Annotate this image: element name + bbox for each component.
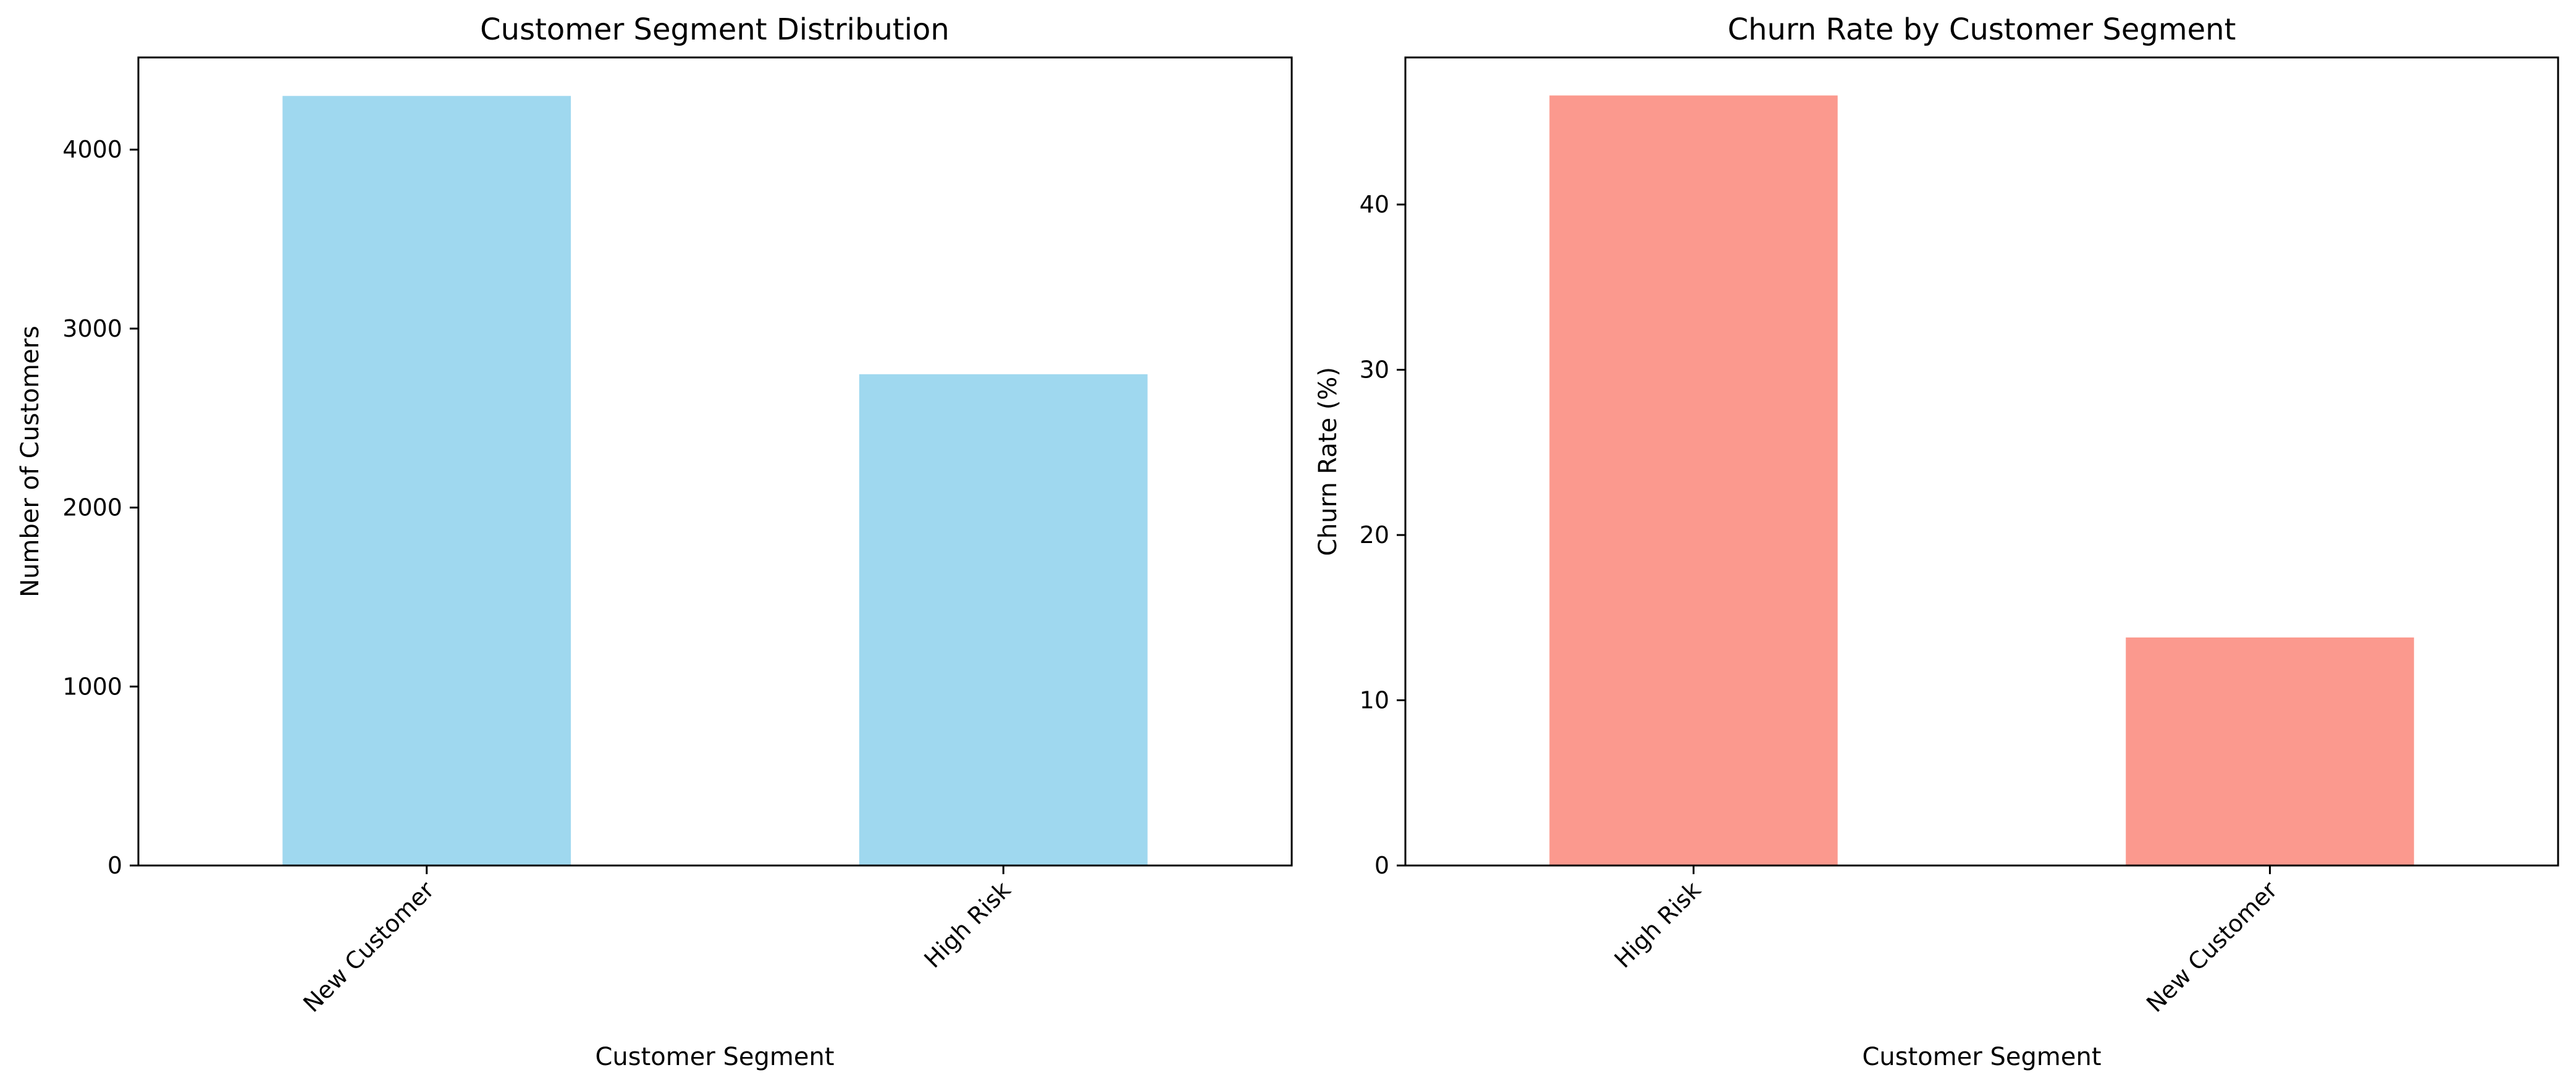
plot-frame (1404, 56, 2559, 867)
plot-frame (137, 56, 1293, 867)
bar-group (282, 96, 1148, 866)
x-axis-label: Customer Segment (1862, 1043, 2101, 1071)
x-axis-label: Customer Segment (595, 1043, 834, 1071)
chart-title: Churn Rate by Customer Segment (1728, 12, 2236, 47)
chart-title: Customer Segment Distribution (480, 12, 949, 47)
y-tick-label: 4000 (62, 136, 122, 163)
y-tick-label: 20 (1360, 521, 1389, 549)
y-tick-group: 0 1000 2000 3000 4000 (62, 136, 138, 879)
y-tick-label: 1000 (62, 673, 122, 700)
y-tick-label: 2000 (62, 494, 122, 521)
bar-new-customer (282, 96, 571, 866)
y-tick-label: 40 (1360, 191, 1389, 218)
bar-group (1549, 95, 2414, 866)
y-tick-label: 0 (1374, 852, 1389, 879)
y-tick-label: 30 (1360, 356, 1389, 384)
y-tick-group: 0 10 20 30 40 (1360, 191, 1405, 879)
y-tick-label: 3000 (62, 315, 122, 342)
y-tick-label: 10 (1360, 687, 1389, 714)
bar-high-risk (859, 374, 1148, 866)
bar-new-customer (2126, 637, 2414, 866)
y-axis-label: Number of Customers (16, 326, 44, 597)
bar-high-risk (1549, 95, 1838, 866)
y-axis-label: Churn Rate (%) (1314, 367, 1342, 556)
y-tick-label: 0 (107, 852, 122, 879)
